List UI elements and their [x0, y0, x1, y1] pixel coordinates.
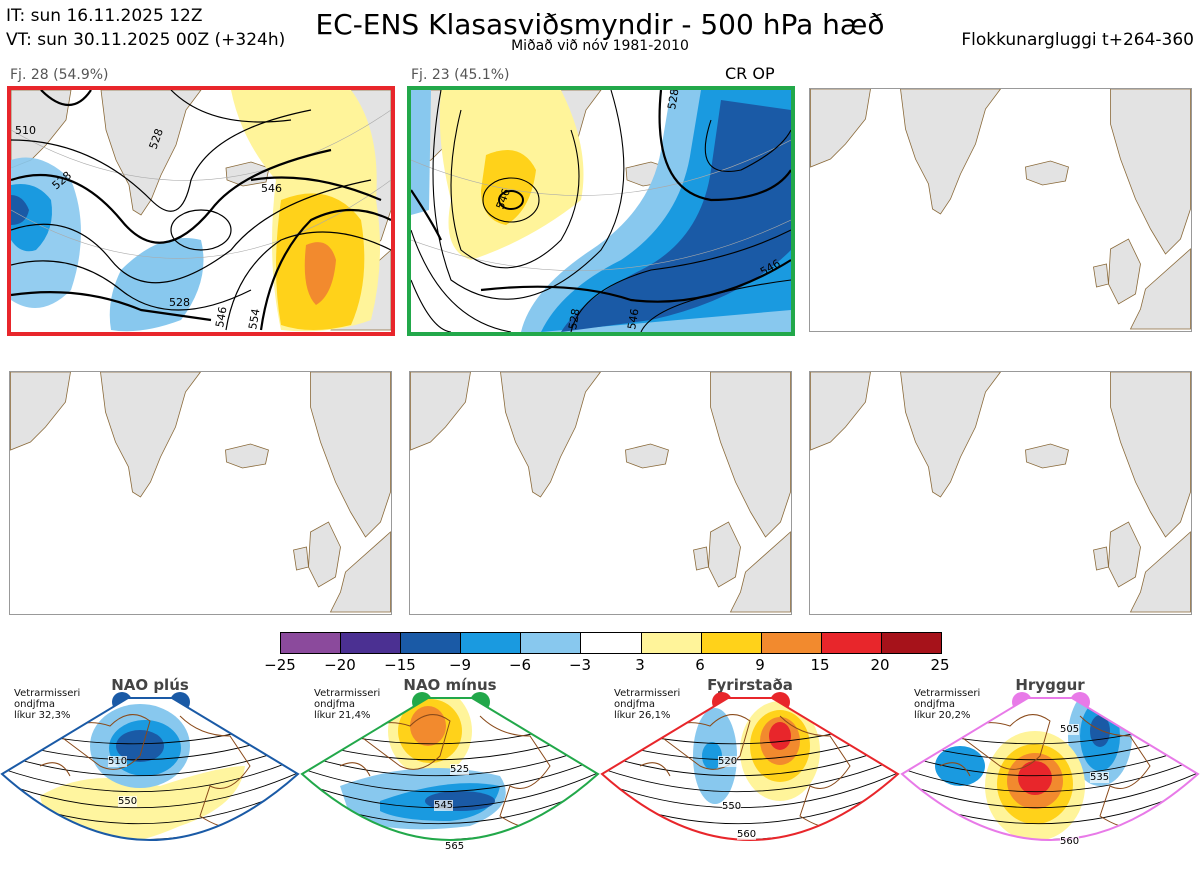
- empty-map-panel: [809, 371, 1192, 615]
- colorbar-swatch: [400, 633, 461, 653]
- colorbar-tick-label: −25: [264, 656, 296, 674]
- regime-info-line: Vetrarmisseri: [614, 688, 681, 699]
- cluster-1-map[interactable]: 510 528 528 546 528 546 554: [7, 86, 395, 336]
- empty-map-panel: [409, 371, 792, 615]
- colorbar-swatch: [281, 633, 341, 653]
- colorbar-tick-label: 3: [635, 656, 645, 674]
- contour-label: 528: [665, 90, 681, 111]
- regime-title: NAO mínus: [403, 676, 497, 694]
- regime-info-line: ondjfma: [314, 699, 355, 710]
- regime-sector-map: [0, 697, 300, 841]
- colorbar-swatch: [700, 633, 761, 653]
- colorbar-swatch: [880, 633, 942, 653]
- colorbar-tick-label: −3: [568, 656, 592, 674]
- regime-info-line: líkur 26,1%: [614, 710, 671, 721]
- regime-contour-label: 560: [1060, 836, 1080, 847]
- regime-panel: Fyrirstaða Vetrarmisseri ondjfma líkur 26,1…: [600, 676, 900, 871]
- colorbar-tick-label: −9: [448, 656, 472, 674]
- regime-contour-label: 535: [1090, 772, 1110, 783]
- regime-contour-label: 550: [118, 796, 138, 807]
- colorbar-tick-label: −20: [324, 656, 356, 674]
- contour-label: 510: [15, 124, 36, 137]
- anomaly-colorbar: [280, 632, 942, 654]
- regime-panel: NAO mínus Vetrarmisseri ondjfma líkur 21,4%…: [300, 676, 600, 871]
- regime-info-line: Vetrarmisseri: [14, 688, 81, 699]
- empty-map-panel: [9, 371, 392, 615]
- contour-label: 528: [169, 296, 190, 309]
- colorbar-swatch: [640, 633, 701, 653]
- colorbar-tick-label: 9: [755, 656, 765, 674]
- colorbar-swatch: [460, 633, 521, 653]
- regime-info-line: ondjfma: [614, 699, 655, 710]
- contour-label: 546: [261, 182, 282, 195]
- regime-contour-label: 510: [108, 756, 128, 767]
- colorbar-tick-label: −6: [508, 656, 532, 674]
- regime-contour-label: 560: [737, 829, 757, 840]
- regime-contour-label: 520: [718, 756, 738, 767]
- contour-label: 554: [246, 308, 262, 331]
- regime-contour-label: 545: [434, 800, 454, 811]
- classification-window: Flokkunargluggi t+264-360: [961, 30, 1194, 50]
- page-subtitle: Miðað við nóv 1981-2010: [511, 38, 689, 54]
- colorbar-swatch: [580, 633, 641, 653]
- regime-info-line: líkur 21,4%: [314, 710, 371, 721]
- init-time: IT: sun 16.11.2025 12Z: [6, 6, 203, 26]
- regime-info-line: ondjfma: [914, 699, 955, 710]
- colorbar-swatch: [340, 633, 401, 653]
- regime-info-line: Vetrarmisseri: [314, 688, 381, 699]
- regime-sector-map: [600, 697, 900, 841]
- cluster-1-label: Fj. 28 (54.9%): [10, 67, 109, 83]
- empty-map-panel: [809, 88, 1192, 332]
- regime-title: Fyrirstaða: [707, 676, 793, 694]
- cluster-2-label: Fj. 23 (45.1%): [411, 67, 510, 83]
- regime-info-line: líkur 20,2%: [914, 710, 971, 721]
- regime-contour-label: 505: [1060, 724, 1080, 735]
- colorbar-tick-label: 25: [930, 656, 950, 674]
- regime-contour-label: 525: [450, 764, 470, 775]
- contour-label: 546: [625, 308, 641, 331]
- regime-contour-label: 550: [722, 801, 742, 812]
- contour-label: 546: [213, 306, 229, 329]
- cr-op-tag: CR OP: [725, 64, 775, 83]
- colorbar-tick-label: 6: [695, 656, 705, 674]
- page-title: EC-ENS Klasasviðsmyndir - 500 hPa hæð: [315, 8, 885, 41]
- regime-title: Hryggur: [1015, 676, 1085, 694]
- regime-title: NAO plús: [111, 676, 189, 694]
- regime-sector-map: [900, 697, 1200, 841]
- regime-info-line: líkur 32,3%: [14, 710, 71, 721]
- colorbar-tick-label: 15: [810, 656, 830, 674]
- regime-panel: NAO plús Vetrarmisseri ondjfma líkur 32,3% …: [0, 676, 300, 871]
- valid-time: VT: sun 30.11.2025 00Z (+324h): [6, 30, 286, 50]
- colorbar-tick-label: 20: [870, 656, 890, 674]
- run-info: IT: sun 16.11.2025 12Z VT: sun 30.11.202…: [6, 4, 285, 52]
- regime-info-line: Vetrarmisseri: [914, 688, 981, 699]
- cluster-2-map[interactable]: 528 546 528 546 546: [407, 86, 795, 336]
- colorbar-swatch: [820, 633, 881, 653]
- regime-panel: Hryggur Vetrarmisseri ondjfma líkur 20,2% 5…: [900, 676, 1200, 871]
- regime-contour-label: 565: [445, 841, 465, 852]
- contour-label: 528: [566, 308, 582, 331]
- colorbar-swatch: [520, 633, 581, 653]
- regime-info-line: ondjfma: [14, 699, 55, 710]
- colorbar-tick-label: −15: [384, 656, 416, 674]
- colorbar-swatch: [760, 633, 821, 653]
